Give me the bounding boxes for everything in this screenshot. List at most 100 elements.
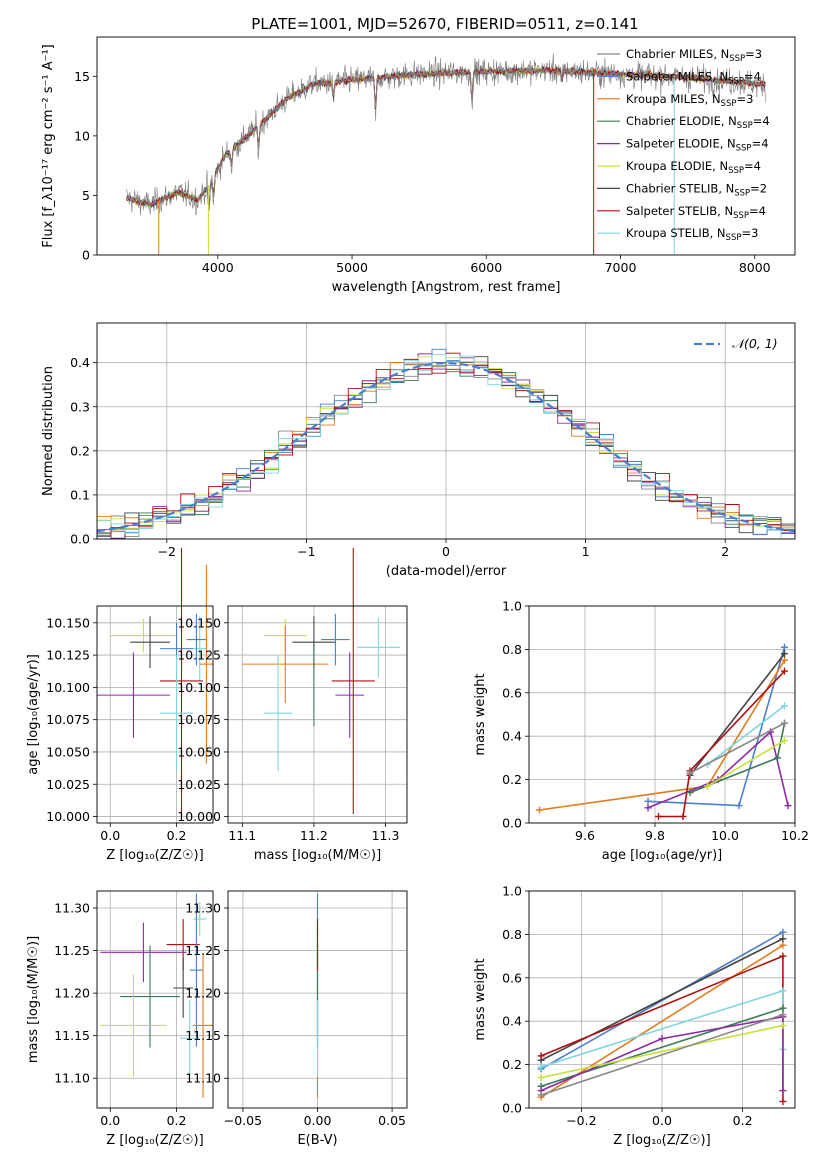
legend-entry-name: Salpeter STELIB, N bbox=[626, 204, 733, 218]
legend-entry-subscript: SSP bbox=[737, 121, 753, 131]
errorbar-point bbox=[186, 613, 207, 666]
legend-entry-name: Kroupa STELIB, N bbox=[626, 226, 726, 240]
legend-entry-count: =3 bbox=[741, 226, 758, 240]
y-tick-label: 11.25 bbox=[185, 943, 221, 958]
errorbar-point bbox=[120, 945, 180, 1048]
y-tick-label: 10.000 bbox=[46, 809, 90, 824]
legend-entry-name: Kroupa ELODIE, N bbox=[626, 159, 728, 173]
figure-title: PLATE=1001, MJD=52670, FIBERID=0511, z=0… bbox=[251, 15, 638, 33]
weight-marker bbox=[779, 1087, 787, 1095]
y-axis-label: age [log₁₀(age/yr)] bbox=[26, 654, 41, 775]
weight-marker bbox=[537, 1052, 545, 1060]
weight-marker bbox=[779, 1011, 787, 1019]
x-tick-label: −1 bbox=[297, 544, 315, 559]
x-tick-label: 0.0 bbox=[652, 1113, 672, 1128]
y-tick-label: 10.075 bbox=[177, 712, 221, 727]
legend-entry-subscript: SSP bbox=[729, 54, 745, 64]
legend-entry: Chabrier ELODIE, NSSP=4 bbox=[626, 114, 770, 131]
x-tick-label: 5000 bbox=[336, 260, 368, 275]
age-vs-Z-panel: 0.0 0.2 10.000 10.025 10.050 10.075 10.100 10.1… bbox=[26, 547, 214, 863]
x-tick-label: 0 bbox=[442, 544, 450, 559]
y-tick-label: 10.125 bbox=[46, 648, 90, 663]
x-tick-label: 4000 bbox=[202, 260, 234, 275]
y-tick-label: 0.2 bbox=[502, 1057, 522, 1072]
legend-entry-subscript: SSP bbox=[734, 188, 750, 198]
y-tick-label: 0.0 bbox=[502, 816, 522, 831]
axes-frame bbox=[96, 322, 796, 540]
errorbar-point bbox=[193, 953, 213, 1098]
weight-marker bbox=[537, 1063, 545, 1071]
weight-series-line bbox=[540, 1013, 784, 1096]
y-tick-label: 0.4 bbox=[502, 1014, 522, 1029]
errorbar-point bbox=[193, 616, 207, 681]
legend-entry-subscript: SSP bbox=[721, 99, 737, 109]
y-tick-label: 5 bbox=[82, 188, 90, 203]
x-axis-label: mass [log₁₀(M/M☉)] bbox=[254, 848, 381, 863]
axes-frame bbox=[227, 890, 408, 1109]
residual-hist-panel: −2 −1 0 1 2 0.0 0.1 0.2 0.3 0.4 (data-model)/error… bbox=[41, 322, 796, 579]
weight-marker bbox=[644, 804, 652, 812]
x-tick-label: −2 bbox=[158, 544, 176, 559]
y-axis-label: mass [log₁₀(M/M☉)] bbox=[26, 936, 41, 1063]
x-tick-label: 8000 bbox=[739, 260, 771, 275]
histogram-step-line bbox=[97, 358, 795, 537]
x-axis-label: wavelength [Angstrom, rest frame] bbox=[332, 280, 561, 295]
x-tick-label: 0.05 bbox=[378, 1113, 406, 1128]
y-tick-label: 11.20 bbox=[185, 986, 221, 1001]
legend-entry: Chabrier MILES, NSSP=3 bbox=[626, 47, 762, 64]
y-tick-label: 10.150 bbox=[177, 615, 221, 630]
legend-entry: Salpeter ELODIE, NSSP=4 bbox=[626, 137, 769, 154]
x-tick-label: 11.3 bbox=[372, 828, 400, 843]
y-tick-label: 11.10 bbox=[54, 1071, 90, 1086]
x-tick-label: 10.0 bbox=[711, 828, 739, 843]
errorbar-point bbox=[193, 902, 207, 937]
errorbar-point bbox=[242, 625, 329, 703]
weight-series-line bbox=[540, 1024, 784, 1079]
legend-entry: Kroupa MILES, NSSP=3 bbox=[626, 92, 753, 109]
histogram-step-line bbox=[97, 354, 795, 539]
y-tick-label: 0.0 bbox=[70, 532, 90, 547]
weight-series-line bbox=[689, 722, 785, 774]
x-axis-label: age [log₁₀(age/yr)] bbox=[602, 848, 723, 863]
spectrum-model-line bbox=[126, 66, 766, 209]
legend-entry-subscript: SSP bbox=[736, 144, 752, 154]
errorbar-point bbox=[263, 655, 293, 772]
y-tick-label: 1.0 bbox=[502, 884, 522, 899]
y-tick-label: 0.2 bbox=[502, 772, 522, 787]
legend-entry: Kroupa STELIB, NSSP=3 bbox=[626, 226, 758, 243]
y-tick-label: 0.4 bbox=[70, 355, 90, 370]
x-tick-label: 0.0 bbox=[100, 1113, 120, 1128]
age-vs-mass-panel: 11.1 11.2 11.3 10.000 10.025 10.050 10.075 10.1… bbox=[177, 547, 408, 863]
weight-marker bbox=[686, 769, 694, 777]
y-tick-label: 10.075 bbox=[46, 712, 90, 727]
x-tick-label: 11.1 bbox=[228, 828, 256, 843]
errorbar-point bbox=[331, 547, 375, 814]
y-tick-label: 10 bbox=[74, 128, 90, 143]
weight-marker bbox=[781, 702, 788, 710]
legend-entry-name: Chabrier MILES, N bbox=[626, 47, 729, 61]
errorbar-point bbox=[356, 617, 400, 678]
y-tick-label: 11.20 bbox=[54, 986, 90, 1001]
spectrum-panel: 4000 5000 6000 7000 8000 0 5 10 15 wavelength [An… bbox=[41, 36, 796, 295]
weight-marker bbox=[781, 719, 788, 727]
y-tick-label: 0 bbox=[82, 248, 90, 263]
legend-entry-name: Kroupa MILES, N bbox=[626, 92, 721, 106]
y-tick-label: 0.0 bbox=[502, 1101, 522, 1116]
x-tick-label: −0.05 bbox=[224, 1113, 262, 1128]
weight-marker bbox=[779, 935, 787, 943]
x-tick-label: 0.00 bbox=[304, 1113, 332, 1128]
weight-marker bbox=[655, 812, 662, 820]
weight-series-line bbox=[707, 739, 785, 787]
legend-entry: Kroupa ELODIE, NSSP=4 bbox=[626, 159, 761, 176]
y-tick-label: 0.8 bbox=[502, 927, 522, 942]
y-tick-label: 0.8 bbox=[502, 642, 522, 657]
x-tick-label: 10.2 bbox=[781, 828, 809, 843]
y-tick-label: 11.30 bbox=[54, 901, 90, 916]
axes-frame bbox=[96, 605, 214, 824]
legend-entry-name: Chabrier ELODIE, N bbox=[626, 114, 737, 128]
y-tick-label: 0.3 bbox=[70, 399, 90, 414]
y-tick-label: 0.2 bbox=[70, 443, 90, 458]
y-tick-label: 11.15 bbox=[54, 1028, 90, 1043]
errorbar-point bbox=[199, 564, 213, 764]
weight-marker bbox=[779, 952, 787, 960]
